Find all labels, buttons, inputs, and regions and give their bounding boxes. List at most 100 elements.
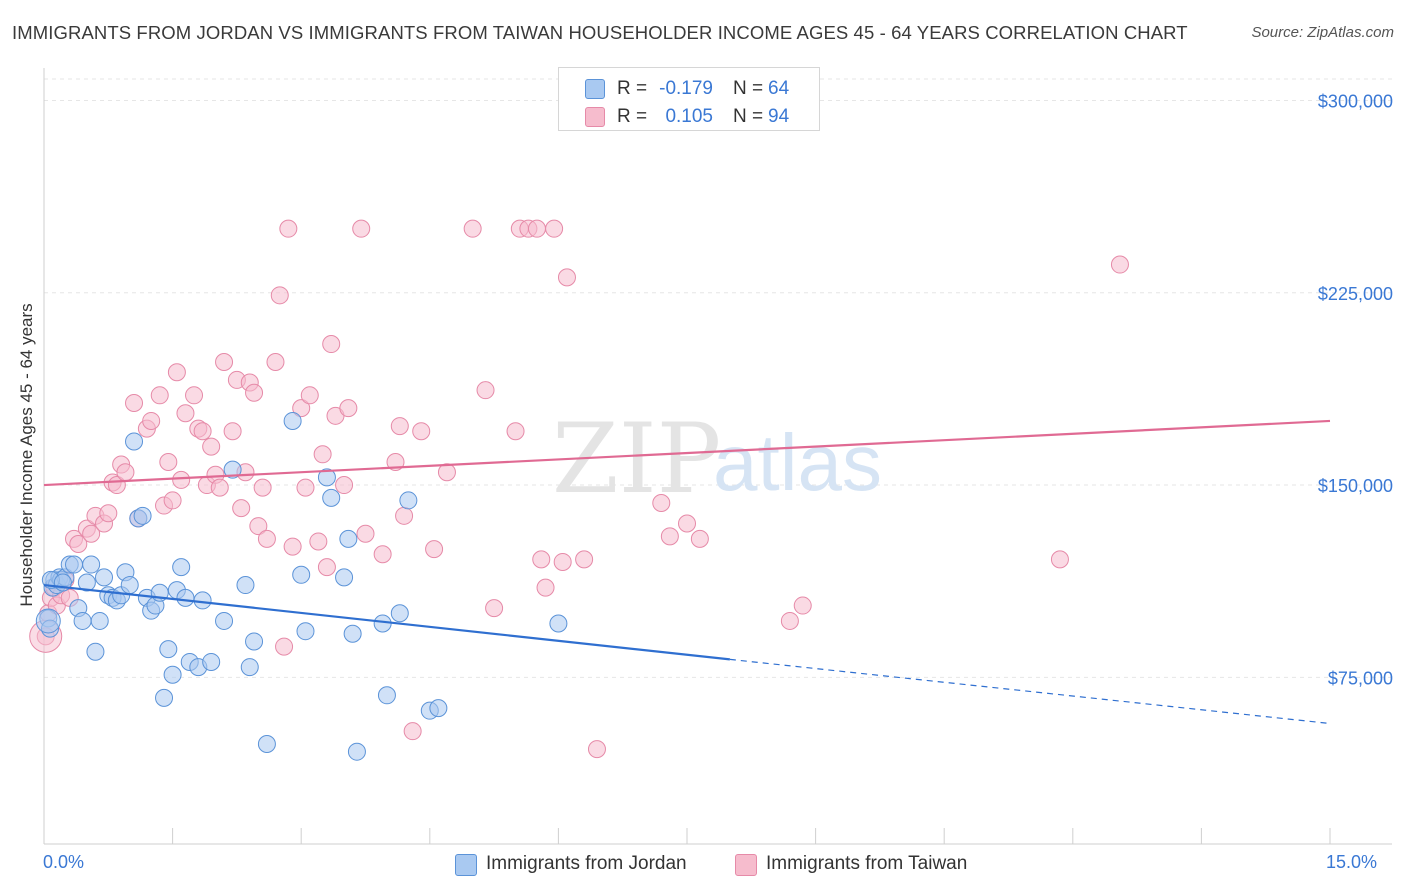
jordan-point (283, 411, 302, 430)
y-tick-label: $225,000 (1318, 284, 1393, 304)
taiwan-point (485, 599, 504, 618)
correlation-legend: R = -0.179 N = 64 R = 0.105 N = 94 (558, 67, 820, 131)
jordan-point (82, 555, 101, 574)
taiwan-series (29, 219, 1129, 759)
legend-swatch-jordan (585, 79, 605, 99)
taiwan-point (660, 527, 679, 546)
jordan-point (240, 658, 259, 677)
legend-n-value-taiwan: 94 (768, 106, 790, 127)
taiwan-point (296, 478, 315, 497)
jordan-point (292, 565, 311, 584)
jordan-point (322, 488, 341, 507)
taiwan-point (82, 524, 101, 543)
taiwan-trend-line (43, 419, 1331, 487)
jordan-point (193, 591, 212, 610)
legend-r-value-jordan: -0.179 (659, 78, 713, 99)
source-label: Source: ZipAtlas.com (1251, 24, 1394, 41)
jordan-point (317, 468, 336, 487)
axes (43, 68, 1392, 845)
taiwan-point (553, 552, 572, 571)
jordan-point (163, 665, 182, 684)
taiwan-point (476, 381, 495, 400)
taiwan-point (125, 394, 144, 413)
taiwan-point (215, 352, 234, 371)
jordan-trend-extension (729, 658, 1331, 725)
taiwan-point (266, 352, 285, 371)
bottom-legend-label-jordan: Immigrants from Jordan (486, 853, 687, 874)
jordan-point (339, 529, 358, 548)
taiwan-point (167, 363, 186, 382)
taiwan-point (193, 422, 212, 441)
legend-swatch-taiwan (585, 107, 605, 127)
taiwan-point (172, 470, 191, 489)
jordan-point (347, 742, 366, 761)
taiwan-point (292, 399, 311, 418)
taiwan-point (390, 417, 409, 436)
taiwan-point (210, 478, 229, 497)
trend-lines (43, 419, 1331, 725)
taiwan-point (587, 740, 606, 759)
taiwan-point (283, 537, 302, 556)
jordan-point (202, 652, 221, 671)
jordan-point (90, 611, 109, 630)
taiwan-point (249, 517, 268, 536)
jordan-point (155, 688, 174, 707)
x-tick-label-min: 0.0% (43, 852, 85, 872)
taiwan-point (690, 529, 709, 548)
jordan-point (236, 576, 255, 595)
jordan-point-cluster (35, 608, 61, 634)
taiwan-point (142, 411, 161, 430)
y-tick-label: $75,000 (1328, 668, 1393, 688)
jordan-point (172, 558, 191, 577)
legend-n-label: N = (733, 78, 764, 99)
taiwan-point (300, 386, 319, 405)
taiwan-point (678, 514, 696, 533)
taiwan-point (527, 219, 546, 238)
taiwan-point (356, 524, 375, 543)
jordan-point (133, 506, 152, 525)
taiwan-point (150, 386, 169, 405)
taiwan-point (652, 493, 671, 512)
taiwan-point (116, 463, 135, 482)
y-axis-label: Householder Income Ages 45 - 64 years (17, 303, 36, 607)
jordan-point (95, 568, 114, 587)
legend-n-label: N = (733, 106, 764, 127)
taiwan-point (793, 596, 812, 615)
taiwan-point (339, 399, 358, 418)
taiwan-point (232, 499, 251, 518)
taiwan-point (185, 386, 204, 405)
bottom-legend-label-taiwan: Immigrants from Taiwan (766, 853, 968, 874)
taiwan-point (352, 219, 371, 238)
jordan-point (377, 686, 396, 705)
taiwan-point (176, 404, 195, 423)
taiwan-point (99, 504, 118, 523)
jordan-point (86, 642, 105, 661)
taiwan-point (1110, 255, 1129, 274)
taiwan-point (257, 529, 276, 548)
taiwan-point (335, 476, 354, 495)
legend-row-jordan: R = -0.179 N = 64 (559, 73, 819, 101)
taiwan-point (313, 445, 332, 464)
taiwan-point (202, 437, 221, 456)
watermark-atlas: atlas (713, 418, 882, 507)
jordan-point (296, 622, 315, 641)
jordan-point (223, 460, 242, 479)
jordan-point (245, 632, 264, 651)
taiwan-point (245, 383, 264, 402)
taiwan-point (69, 535, 88, 554)
jordan-point (335, 568, 354, 587)
x-tick-label-max: 15.0% (1326, 852, 1378, 872)
taiwan-point (536, 578, 555, 597)
jordan-point (390, 604, 409, 623)
jordan-series (35, 411, 568, 761)
jordan-point (65, 555, 84, 574)
jordan-point (120, 576, 139, 595)
taiwan-point (463, 219, 482, 238)
taiwan-point (253, 478, 272, 497)
jordan-point (77, 573, 96, 592)
jordan-point (549, 614, 568, 633)
taiwan-point (403, 722, 422, 741)
taiwan-point (557, 268, 576, 287)
jordan-trend-line (43, 583, 730, 661)
taiwan-point (437, 463, 456, 482)
